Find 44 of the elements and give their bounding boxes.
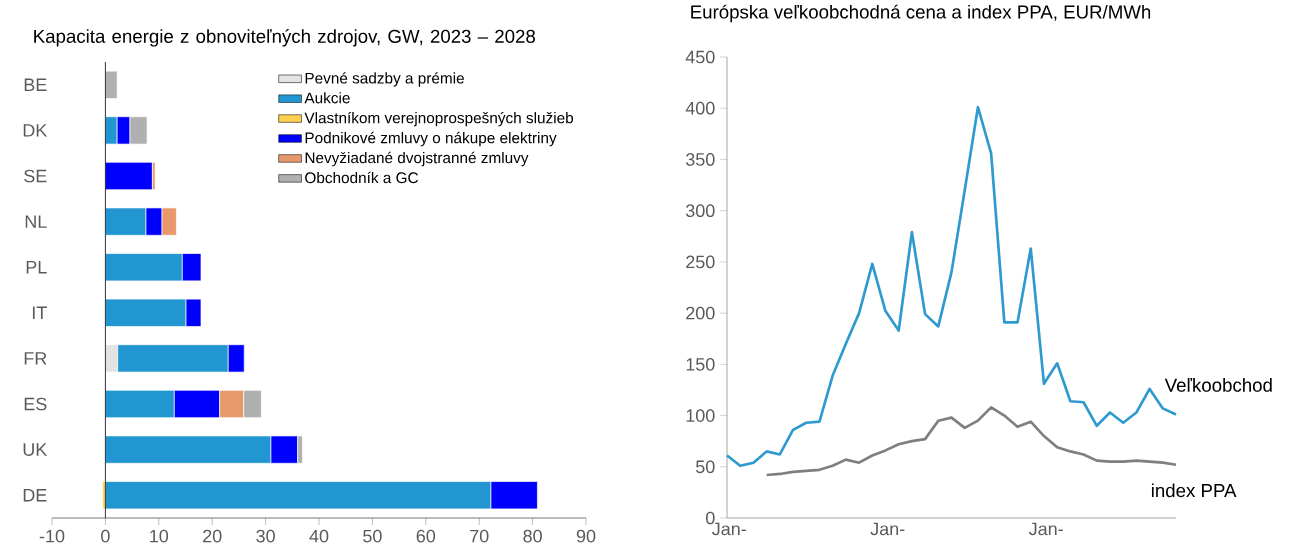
- bar: [105, 161, 153, 191]
- y-tick-label: SE: [24, 169, 47, 183]
- y-tick-label: FR: [24, 352, 47, 365]
- x-tick-label: 40: [309, 529, 329, 543]
- y-tick-label: DE: [23, 489, 47, 502]
- legend-label: Vlastníkom verejnoprospešných služieb: [304, 111, 574, 127]
- x-tick-label: Jan-: [1028, 522, 1063, 536]
- y-tick-label: 200: [686, 306, 715, 320]
- y-tick-label: 450: [685, 50, 715, 64]
- x-tick-label: 10: [150, 529, 169, 543]
- x-tick-label: 50: [363, 529, 382, 543]
- y-tick-label: 250: [686, 255, 715, 269]
- series-label: index PPA: [1151, 483, 1237, 498]
- x-tick-label: 30: [256, 529, 275, 543]
- y-tick-label: ES: [24, 397, 47, 411]
- x-tick-label: 20: [203, 529, 222, 543]
- x-tick-label: 90: [576, 529, 596, 543]
- y-tick-label: 150: [686, 357, 715, 371]
- y-tick-label: DK: [23, 124, 48, 137]
- legend-label: Obchodník a GC: [305, 171, 418, 184]
- bar: [105, 70, 118, 99]
- chart-title: Európska veľkoobchodná cena a index PPA, EUR/MWh: [691, 4, 1151, 23]
- legend-label: Podnikové zmluvy o nákupe elektriny: [305, 131, 557, 147]
- y-tick-label: 50: [695, 460, 715, 474]
- x-tick-label: 0: [101, 529, 110, 543]
- y-tick-label: 350: [685, 153, 715, 166]
- y-tick-label: UK: [23, 443, 48, 456]
- legend-label: Pevné sadzby a prémie: [305, 72, 464, 87]
- x-tick-label: Jan-: [870, 522, 905, 536]
- y-tick-label: 300: [685, 204, 715, 218]
- x-tick-label: -10: [39, 529, 65, 543]
- y-tick-label: PL: [26, 261, 47, 274]
- y-tick-label: NL: [25, 215, 47, 228]
- y-tick-label: 400: [685, 101, 715, 115]
- y-tick-label: 100: [686, 409, 715, 422]
- x-tick-label: 70: [470, 529, 489, 543]
- y-tick-label: IT: [32, 306, 47, 319]
- series-label: Veľkoobchod: [1164, 378, 1272, 392]
- chart-title: Kapacita energie z obnoviteľných zdrojov, GW, 2023 – 2028: [34, 28, 535, 47]
- x-tick-label: 60: [416, 529, 436, 543]
- y-tick-label: BE: [24, 78, 47, 91]
- x-tick-label: 80: [523, 529, 542, 543]
- legend-label: Aukcie: [304, 92, 350, 104]
- legend-label: Nevyžiadané dvojstranné zmluvy: [305, 151, 529, 167]
